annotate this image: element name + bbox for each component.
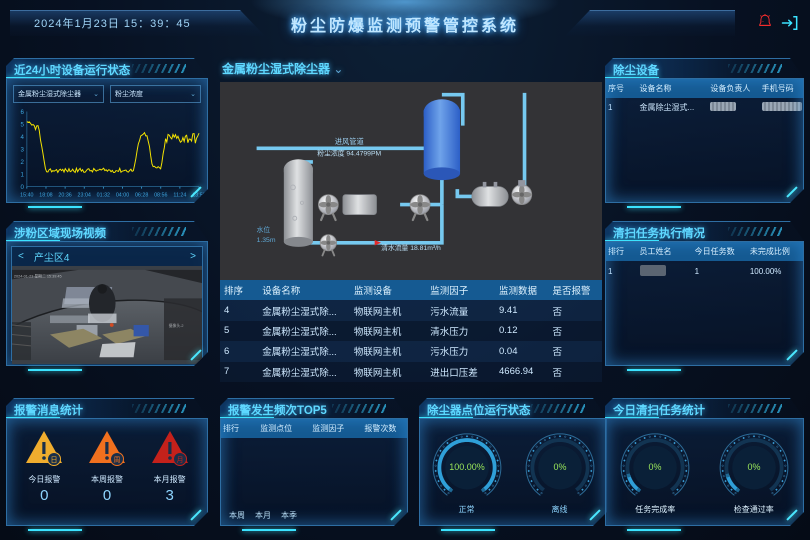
svg-text:2024-01-23 星期二 15:39:45: 2024-01-23 星期二 15:39:45 xyxy=(14,273,62,278)
svg-text:6: 6 xyxy=(20,109,24,116)
svg-text:0%: 0% xyxy=(747,462,760,472)
svg-text:3: 3 xyxy=(20,147,24,154)
svg-text:0%: 0% xyxy=(553,462,566,472)
svg-text:日: 日 xyxy=(51,456,58,464)
svg-text:23:04: 23:04 xyxy=(78,193,91,199)
svg-text:1: 1 xyxy=(20,172,24,179)
svg-text:水位: 水位 xyxy=(257,225,271,234)
svg-text:11:24: 11:24 xyxy=(173,193,186,199)
svg-text:13:52: 13:52 xyxy=(192,193,205,199)
svg-text:01:32: 01:32 xyxy=(97,193,110,199)
svg-text:20:36: 20:36 xyxy=(58,193,71,199)
svg-text:100.00%: 100.00% xyxy=(449,462,484,472)
svg-text:0%: 0% xyxy=(649,462,662,472)
svg-text:摄像头-2: 摄像头-2 xyxy=(169,323,184,328)
svg-text:06:28: 06:28 xyxy=(135,193,148,199)
svg-text:04:00: 04:00 xyxy=(116,193,129,199)
svg-text:18:08: 18:08 xyxy=(39,193,52,199)
svg-text:5: 5 xyxy=(20,121,24,128)
svg-text:清水流量 18.81m³/h: 清水流量 18.81m³/h xyxy=(381,243,441,252)
svg-text:08:56: 08:56 xyxy=(154,193,167,199)
svg-text:进风管道: 进风管道 xyxy=(335,137,364,146)
svg-text:15:40: 15:40 xyxy=(20,193,33,199)
svg-text:1.35m: 1.35m xyxy=(257,237,276,244)
svg-text:2: 2 xyxy=(20,159,24,166)
svg-text:月: 月 xyxy=(176,456,183,464)
svg-text:0: 0 xyxy=(20,184,24,191)
svg-text:周: 周 xyxy=(113,456,120,464)
svg-text:粉尘浓度 94.4799PM: 粉尘浓度 94.4799PM xyxy=(317,149,381,158)
svg-text:4: 4 xyxy=(20,134,24,141)
